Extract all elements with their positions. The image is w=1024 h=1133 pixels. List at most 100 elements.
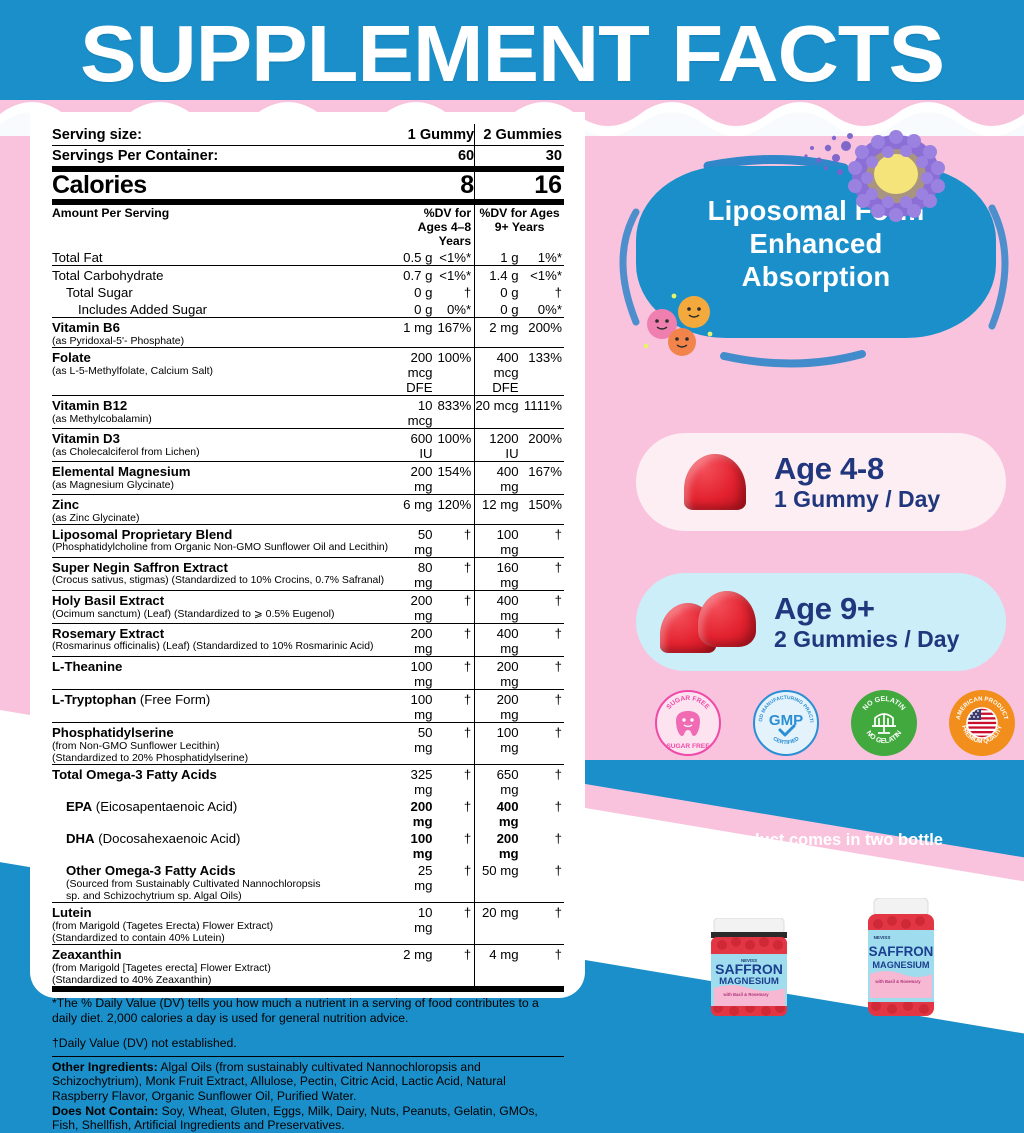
nutrient-subtext: (from Marigold (Tagetes Erecta) Flower E… [52, 920, 274, 932]
does-not-contain-label: Does Not Contain: [52, 1103, 159, 1118]
serving-size-value-col1: 1 Gummy [407, 127, 475, 143]
nutrient-amount-col1: 100 mg [396, 656, 435, 690]
nutrient-dv-col2: † [518, 524, 564, 558]
bottle-right-brand: NEVISS [874, 935, 891, 940]
nutrient-dv-col1: 0%* [446, 302, 472, 317]
nutrient-name: Holy Basil Extract [52, 593, 165, 608]
cells-illustration [643, 293, 713, 356]
nutrient-name: Total Fat [52, 250, 103, 265]
dosage-card-age-4-8: Age 4-8 1 Gummy / Day [636, 433, 1006, 531]
nutrient-amount-col1: 50 mg [396, 524, 435, 558]
dv-header-col1: %DV for Ages 4–8 Years [396, 199, 475, 248]
calories-value-col1: 8 [396, 166, 475, 202]
table-row: L-Theanine 100 mg † 200 mg † [52, 656, 564, 690]
nutrient-dv-col1: <1%* [434, 265, 475, 283]
nutrient-name: Zeaxanthin [52, 947, 122, 962]
nutrient-name: Elemental Magnesium [52, 464, 191, 479]
nutrient-dv-col1: † [463, 285, 472, 300]
nutrient-subtext: (from Non-GMO Sunflower Lecithin) [52, 740, 220, 752]
nutrient-amount-col2: 100 mg [474, 524, 519, 558]
nutrient-name: Vitamin B6 [52, 320, 120, 335]
badge-gmp-certified: GOOD MANUFACTURING PRACTICE GMP CERTIFIE… [753, 690, 819, 756]
dosage-qty-1: 1 Gummy / Day [774, 485, 941, 512]
nutrient-amount-col1: 6 mg [396, 494, 435, 525]
nutrient-amount-col2: 200 mg [474, 656, 519, 690]
nutrient-amount-col2: 160 mg [474, 557, 519, 591]
nutrient-subtext: (Standardized to 40% Zeaxanthin) [52, 974, 212, 986]
svg-text:GMP: GMP [769, 712, 803, 729]
nutrient-dv-col1: † [463, 831, 472, 846]
table-row-serving-size: Serving size: 1 Gummy 2 Gummies [52, 124, 564, 146]
table-row: Total Fat 0.5 g <1%* 1 g 1%* [52, 248, 564, 266]
nutrient-name: Zinc [52, 497, 80, 512]
liposome-illustration [804, 130, 945, 222]
nutrient-name-detail: (Free Form) [136, 692, 211, 707]
nutrient-name: Total Carbohydrate [52, 268, 164, 283]
nutrient-amount-col1: 200 mcg DFE [396, 347, 435, 396]
nutrient-amount-col1: 1 mg [396, 317, 435, 348]
nutrient-amount-col1: 10 mcg [396, 395, 435, 429]
nutrient-dv-col1: † [434, 764, 475, 797]
nutrient-amount-col1: 600 IU [396, 428, 435, 462]
svg-text:CERTIFIED: CERTIFIED [772, 736, 801, 746]
bottle-wide-jar: NEVISS SAFFRON MAGNESIUM with Basil & Ro… [711, 918, 787, 1016]
gummy-icon-pair-right [698, 591, 756, 647]
page-title: SUPPLEMENT FACTS [79, 9, 945, 98]
nutrient-dv-col2: † [518, 944, 564, 986]
tooth-icon: SUGAR FREE SUGAR FREE [665, 695, 710, 750]
nutrient-subtext: (Ocimum sanctum) (Leaf) (Standardized to… [52, 608, 335, 620]
table-row: Total Sugar 0 g † 0 g † [52, 283, 564, 300]
nutrient-dv-col1: † [434, 656, 475, 690]
nutrient-amount-col1: 100 mg [396, 689, 435, 723]
nutrient-amount-col1: 0 g [414, 302, 433, 317]
table-row: Super Negin Saffron Extract (Crocus sativ… [52, 557, 564, 591]
nutrient-subtext: (from Marigold [Tagetes erecta] Flower E… [52, 962, 271, 974]
nutrient-dv-col1: 100% [434, 428, 475, 462]
bottle-left-name1: SAFFRON [715, 961, 783, 977]
nutrient-dv-col2: <1%* [518, 265, 564, 283]
bottle-left-tagline: with Basil & Rosemary [722, 992, 769, 997]
nutrient-subtext: (Standardized to 20% Phosphatidylserine) [52, 752, 249, 764]
serving-size-label: Serving size: [52, 127, 143, 143]
amount-per-serving-label: Amount Per Serving [52, 199, 396, 248]
nutrient-amount-col1: 2 mg [396, 944, 435, 986]
nutrient-name: Total Sugar [66, 285, 133, 300]
nutrient-dv-col1: † [434, 590, 475, 624]
table-row: Liposomal Proprietary Blend (Phosphatidyl… [52, 524, 564, 558]
nutrient-dv-col1: <1%* [439, 250, 472, 265]
table-row-dv-header: Amount Per Serving %DV for Ages 4–8 Year… [52, 199, 564, 248]
nutrient-name: Vitamin D3 [52, 431, 120, 446]
table-row: Zeaxanthin (from Marigold [Tagetes erecta… [52, 944, 564, 986]
nutrient-name: Other Omega-3 Fatty Acids [66, 863, 236, 878]
nutrient-amount-col1: 10 mg [396, 902, 435, 945]
nutrient-subtext: (Phosphatidylcholine from Organic Non-GM… [52, 542, 389, 553]
nutrient-amount-col1: 50 mg [396, 722, 435, 765]
footnote-daily-value: *The % Daily Value (DV) tells you how mu… [52, 996, 539, 1025]
table-row: Vitamin B12 (as Methylcobalamin) 10 mcg 833… [52, 395, 564, 429]
nutrient-amount-col1: 80 mg [396, 557, 435, 591]
badge-american-product: AMERICAN PRODUCT PREMIUM Q [949, 690, 1015, 756]
nutrient-amount-col1: 200 mg [396, 590, 435, 624]
other-ingredients: Other Ingredients: Algal Oils (from sust… [52, 1060, 564, 1104]
nutrient-name: Liposomal Proprietary Blend [52, 527, 233, 542]
dosage-text-2: Age 9+ 2 Gummies / Day [774, 591, 959, 653]
nutrient-amount-col1: 0 g [414, 285, 433, 300]
nutrient-name: L-Theanine [52, 659, 123, 674]
nutrient-dv-col2: † [554, 831, 562, 846]
bottle-right-name1: SAFFRON [869, 944, 934, 959]
nutrient-amount-col2: 0 g [474, 283, 519, 300]
nutrient-name: Total Omega-3 Fatty Acids [52, 767, 217, 782]
table-row-calories: Calories 8 16 [52, 166, 564, 202]
footnote-dagger: †Daily Value (DV) not established. [52, 1036, 237, 1051]
nutrient-subtext: (Rosmarinus officinalis) (Leaf) (Standar… [52, 641, 374, 652]
nutrient-amount-col2: 400 mg [474, 623, 519, 657]
nutrient-amount-col2: 20 mcg [474, 395, 519, 429]
nutrient-name: L-Tryptophan [52, 692, 137, 707]
nutrient-name: Folate [52, 350, 91, 365]
nutrient-dv-col2: † [518, 590, 564, 624]
nutrient-name: Super Negin Saffron Extract [52, 560, 228, 575]
nutrient-amount-col2: 400 mg [474, 461, 519, 495]
nutrient-amount-col2: 400 mg [474, 590, 519, 624]
nutrient-subtext: (as Zinc Glycinate) [52, 512, 140, 524]
nutrient-name: Rosemary Extract [52, 626, 165, 641]
